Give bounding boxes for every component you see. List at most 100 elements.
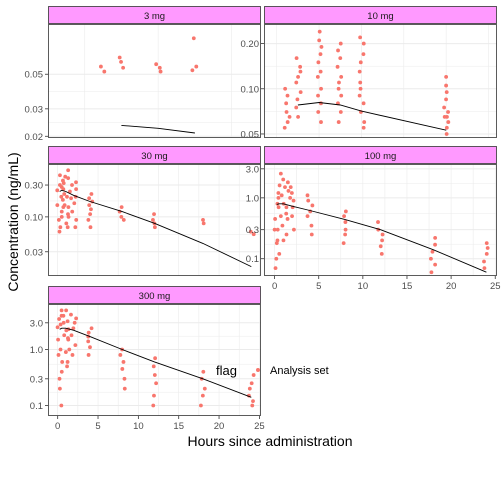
data-point [152, 212, 156, 217]
data-point [282, 125, 287, 130]
data-point [57, 386, 62, 391]
data-point [248, 229, 253, 234]
y-tick-label: 0.1 [246, 254, 259, 265]
facet-strip-label: 30 mg [141, 151, 167, 162]
data-point [58, 225, 63, 230]
data-point [315, 74, 320, 79]
data-point [296, 74, 300, 79]
data-point [298, 69, 303, 74]
data-point [285, 120, 290, 124]
data-point [446, 110, 450, 114]
data-point [317, 29, 322, 34]
data-point [121, 65, 126, 70]
data-point [251, 232, 256, 237]
data-point [102, 69, 107, 74]
fit-line [121, 124, 195, 134]
data-point [318, 69, 323, 74]
panel-border [48, 164, 261, 276]
data-point [56, 218, 61, 222]
facet-strip [264, 146, 497, 164]
data-point [309, 223, 314, 228]
data-points [99, 36, 199, 74]
data-point [69, 196, 73, 201]
facet-strip [48, 6, 261, 24]
data-point [361, 101, 366, 106]
data-point [65, 364, 69, 369]
data-point [316, 110, 321, 114]
data-point [319, 120, 323, 124]
x-tick-label: 20 [214, 421, 225, 432]
data-point [86, 353, 91, 357]
data-point [65, 225, 70, 230]
data-point [74, 218, 79, 222]
data-point [309, 232, 314, 237]
data-point [64, 221, 69, 226]
data-point [287, 114, 292, 119]
x-tick-label: 10 [358, 281, 369, 292]
data-point [99, 64, 103, 69]
data-point [336, 86, 341, 91]
data-point [357, 69, 362, 74]
y-tick-label: 0.30 [25, 181, 44, 192]
gridlines [264, 24, 497, 138]
data-point [61, 313, 66, 318]
facet-strip [264, 6, 497, 24]
data-point [358, 35, 363, 40]
data-point [358, 60, 363, 65]
data-point [433, 235, 438, 240]
data-point [191, 36, 196, 41]
data-point [288, 195, 293, 200]
data-point [286, 189, 291, 193]
data-point [70, 209, 75, 214]
panel-border [48, 304, 261, 416]
data-point [60, 197, 65, 202]
data-point [276, 195, 281, 200]
data-point [343, 232, 348, 237]
y-tick-label: 0.3 [246, 225, 259, 236]
data-point [279, 193, 284, 198]
data-point [122, 376, 127, 381]
facet-strip [48, 286, 261, 304]
data-point [61, 320, 66, 325]
plot-background [264, 164, 497, 276]
data-point [89, 192, 94, 196]
data-point [319, 45, 324, 49]
data-point [65, 360, 70, 364]
x-tick-label: 5 [316, 281, 321, 292]
legend-key-point [256, 368, 260, 372]
data-point [305, 214, 310, 219]
legend-title: flag [216, 363, 237, 378]
data-point [429, 270, 434, 275]
data-point [72, 201, 77, 206]
data-point [72, 320, 77, 325]
data-point [295, 97, 300, 102]
data-point [343, 209, 348, 214]
data-point [310, 203, 315, 208]
fit-line [297, 102, 447, 131]
data-point [444, 132, 449, 136]
y-tick-label: 0.20 [241, 39, 260, 50]
data-point [154, 381, 159, 386]
y-tick-label: 0.05 [25, 70, 44, 81]
data-point [285, 93, 290, 98]
data-point [277, 251, 282, 256]
data-point [119, 214, 124, 219]
data-point [289, 191, 294, 195]
data-point [59, 403, 64, 408]
data-point [294, 80, 299, 85]
x-tick-label: 0 [272, 281, 277, 292]
data-point [343, 220, 348, 224]
data-point [121, 360, 126, 364]
y-tick-label: 0.10 [25, 212, 44, 223]
data-point [278, 214, 283, 219]
data-point [284, 205, 289, 210]
data-point [361, 41, 366, 46]
y-tick-label: 0.3 [30, 374, 43, 385]
facet-strip-label: 300 mg [139, 291, 171, 302]
data-point [71, 326, 76, 331]
y-tick-label: 0.1 [30, 401, 43, 412]
data-point [63, 350, 68, 354]
data-point [433, 262, 438, 267]
data-point [59, 214, 64, 219]
data-point [55, 325, 60, 330]
